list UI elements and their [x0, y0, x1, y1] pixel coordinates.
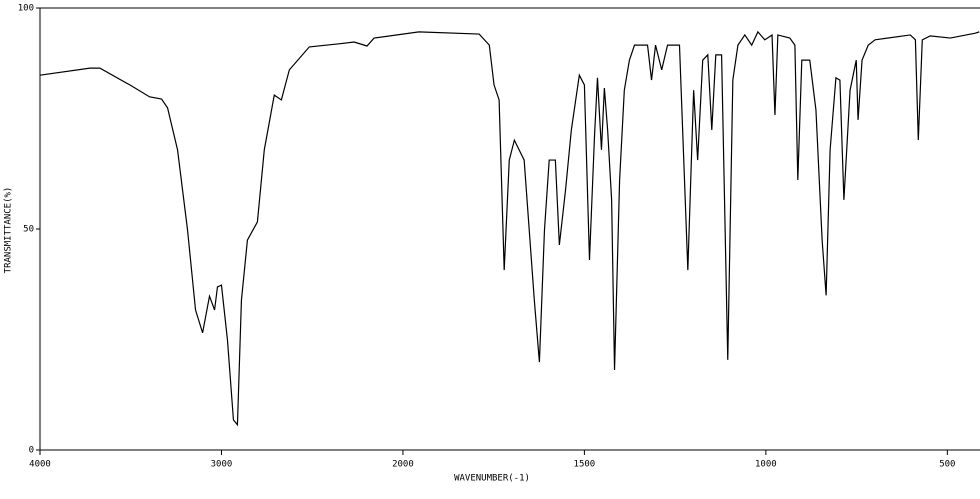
x-tick-label: 1500	[574, 460, 596, 470]
y-tick-label: 50	[23, 225, 34, 235]
y-tick-label: 100	[18, 4, 34, 14]
x-tick-label: 1000	[755, 460, 777, 470]
x-tick-label: 4000	[29, 460, 51, 470]
x-tick-label: 2000	[392, 460, 414, 470]
x-tick-label: 500	[939, 460, 955, 470]
y-axis-label: TRANSMITTANCE(%)	[4, 187, 14, 274]
y-tick-label: 0	[29, 446, 34, 456]
x-tick-label: 3000	[211, 460, 233, 470]
x-axis-label: WAVENUMBER(-1)	[454, 474, 530, 484]
spectrum-line	[39, 30, 980, 427]
